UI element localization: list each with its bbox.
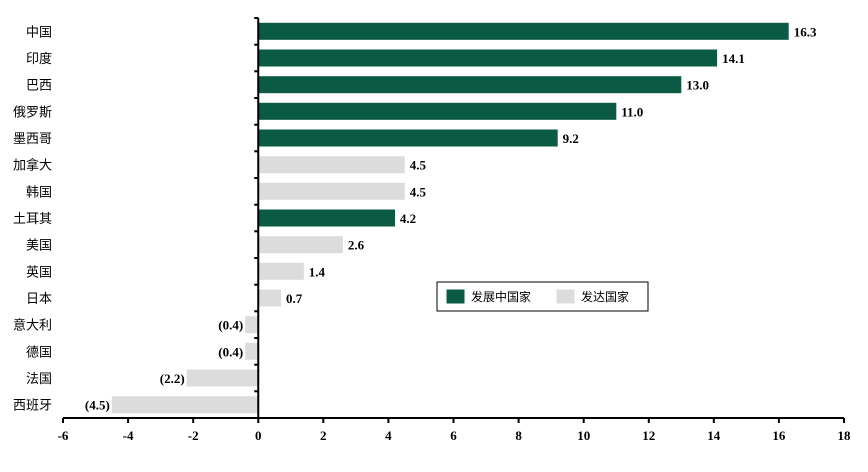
- category-label: 墨西哥: [13, 132, 52, 147]
- category-label: 意大利: [13, 318, 52, 334]
- legend-swatch-developed: [556, 289, 575, 304]
- category-label: 西班牙: [13, 399, 52, 414]
- bar-5: [258, 129, 558, 147]
- category-label: 法国: [26, 372, 52, 387]
- x-tick-label: 4: [385, 428, 392, 443]
- x-tick-label: 8: [515, 428, 522, 443]
- bar-8: [258, 209, 395, 227]
- category-label: 俄罗斯: [13, 105, 52, 120]
- bar-2: [258, 49, 718, 67]
- category-label: 印度: [26, 51, 52, 67]
- bars-group: [111, 22, 789, 414]
- bar-3: [258, 76, 682, 94]
- value-label: (0.4): [218, 318, 243, 333]
- bar-13: [245, 342, 259, 360]
- x-tick-label: 18: [838, 428, 852, 443]
- bar-4: [258, 102, 617, 120]
- value-label: 9.2: [563, 131, 579, 146]
- value-label: 14.1: [722, 51, 745, 66]
- axes: -6 -4 -2 0 2 4 6 8 10 12 14 16 18: [58, 17, 852, 443]
- bar-7: [258, 182, 405, 200]
- category-label: 韩国: [26, 185, 52, 200]
- x-tick-label: 2: [320, 428, 327, 443]
- category-label: 英国: [26, 265, 52, 280]
- value-label: 4.5: [410, 158, 427, 173]
- x-tick-label: 10: [577, 428, 590, 443]
- value-label: 13.0: [686, 78, 709, 93]
- x-tick-label: 0: [255, 428, 262, 443]
- bar-9: [258, 236, 343, 254]
- bar-11: [258, 289, 282, 307]
- legend-box: [436, 281, 649, 312]
- legend-swatch-developing: [446, 289, 465, 304]
- value-label: 2.6: [348, 238, 365, 253]
- category-label: 中国: [26, 25, 52, 40]
- x-tick-label: 6: [450, 428, 457, 443]
- legend-label-developed: 发达国家: [581, 289, 629, 304]
- value-label: (2.2): [160, 371, 185, 386]
- bar-6: [258, 156, 405, 174]
- value-label: 4.2: [400, 211, 416, 226]
- bar-10: [258, 262, 304, 280]
- bar-15: [111, 396, 259, 414]
- category-label: 巴西: [26, 79, 52, 94]
- bar-1: [258, 22, 789, 40]
- x-tick-label: -4: [123, 428, 134, 443]
- value-label: (0.4): [218, 344, 243, 359]
- category-label: 加拿大: [13, 158, 52, 174]
- legend-label-developing: 发展中国家: [471, 289, 531, 304]
- value-labels: 16.3 14.1 13.0 11.0 9.2 4.5 4.5 4.2 2.6 1.4 0.7 (0.…: [85, 24, 817, 412]
- bar-12: [245, 316, 259, 334]
- value-label: 11.0: [621, 104, 643, 119]
- bar-14: [186, 369, 259, 387]
- x-tick-label: -6: [58, 428, 69, 443]
- category-label: 日本: [26, 292, 52, 307]
- x-tick-label: 14: [707, 428, 721, 443]
- x-tick-label: -2: [188, 428, 199, 443]
- category-label: 美国: [26, 239, 52, 254]
- value-label: 0.7: [286, 291, 303, 306]
- category-label: 德国: [26, 345, 52, 360]
- x-tick-label: 12: [642, 428, 655, 443]
- value-label: 4.5: [410, 184, 427, 199]
- category-label: 土耳其: [13, 212, 52, 227]
- value-label: 1.4: [309, 264, 326, 279]
- x-tick-label: 16: [772, 428, 786, 443]
- value-label: (4.5): [85, 398, 110, 413]
- value-label: 16.3: [794, 24, 817, 39]
- legend: 发展中国家 发达国家: [436, 281, 649, 312]
